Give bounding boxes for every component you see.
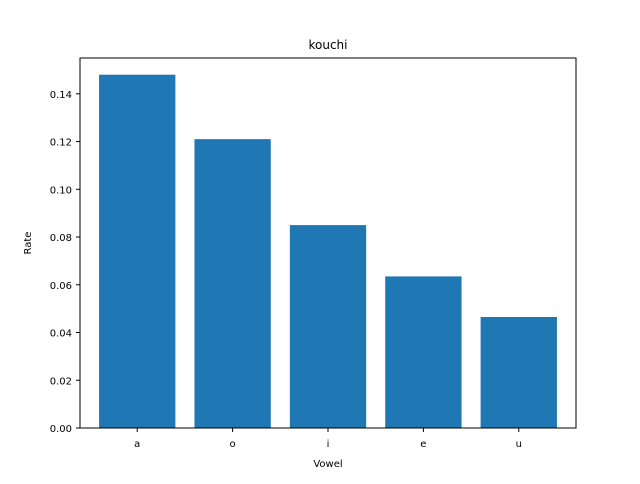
x-tick-label: i — [327, 439, 330, 450]
y-tick-label: 0.14 — [50, 90, 72, 101]
bar-e — [385, 276, 462, 428]
y-tick-label: 0.02 — [50, 376, 72, 387]
x-tick-label: a — [134, 439, 140, 450]
x-tick-label: o — [230, 439, 236, 450]
bars-layer — [99, 74, 557, 428]
x-tick-label: e — [420, 439, 426, 450]
y-tick-label: 0.04 — [50, 329, 72, 340]
bar-o — [194, 139, 271, 428]
y-tick-label: 0.12 — [50, 138, 72, 149]
y-tick-label: 0.00 — [50, 424, 72, 435]
plot-frame — [79, 57, 577, 429]
y-tick-label: 0.06 — [50, 281, 72, 292]
x-axis-label: Vowel — [313, 459, 342, 470]
y-tick-label: 0.10 — [50, 185, 72, 196]
bar-a — [99, 74, 176, 428]
y-axis-label: Rate — [23, 232, 34, 255]
bar-i — [289, 225, 367, 428]
y-tick-label: 0.08 — [50, 233, 72, 244]
x-tick-label: u — [516, 439, 522, 450]
chart-title: kouchi — [308, 38, 347, 52]
bar-u — [480, 317, 557, 428]
y-axis-ticks: 0.00 0.02 0.04 0.06 0.08 0.10 0.12 0.14 — [50, 90, 80, 435]
